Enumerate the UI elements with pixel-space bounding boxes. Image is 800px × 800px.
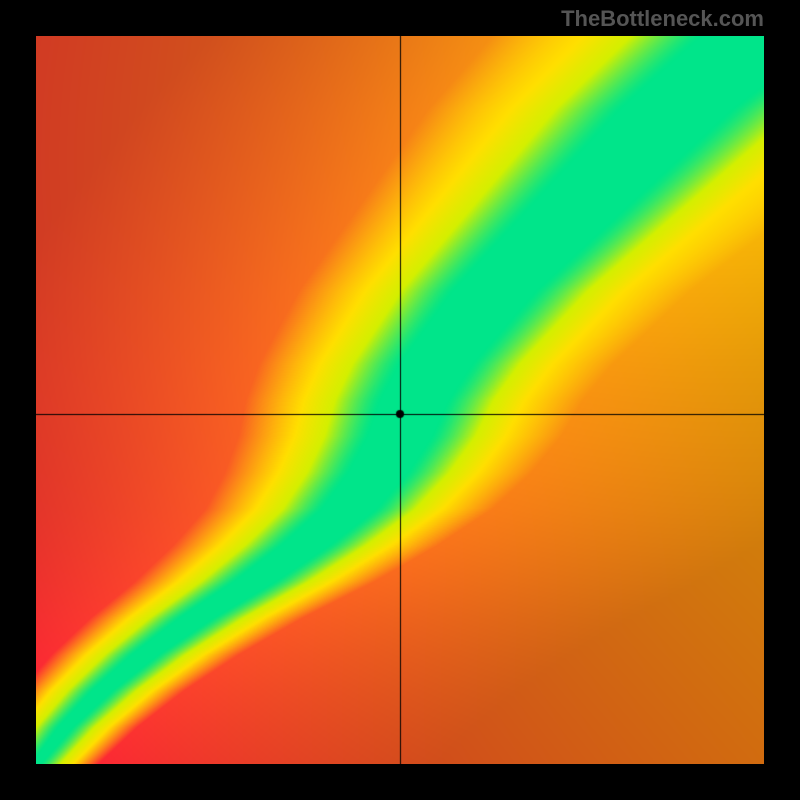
watermark-text: TheBottleneck.com (561, 6, 764, 32)
chart-container: TheBottleneck.com (0, 0, 800, 800)
bottleneck-heatmap (36, 36, 764, 764)
